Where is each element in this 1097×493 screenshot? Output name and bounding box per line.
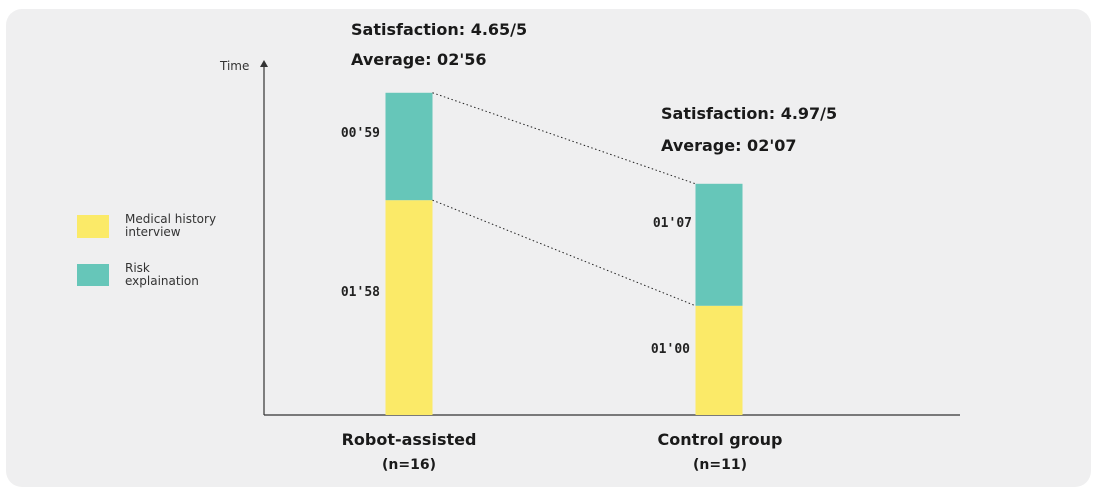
legend-swatch-medical-history <box>77 215 109 238</box>
category-label-robot: Robot-assisted <box>341 430 477 449</box>
data-label-control-risk: 01'07 <box>652 216 692 231</box>
data-label-robot-medical: 01'58 <box>340 285 380 300</box>
bar-risk-0 <box>385 92 433 201</box>
legend-swatch-risk <box>77 264 109 286</box>
category-n-robot: (n=16) <box>382 457 436 473</box>
connector-top <box>432 92 696 185</box>
legend-label-medical-history: Medical history interview <box>125 212 217 239</box>
y-axis-arrow-icon <box>260 60 268 67</box>
data-label-robot-risk: 00'59 <box>340 126 380 141</box>
y-axis-label: Time <box>220 59 250 73</box>
average-label-robot: Average: 02'56 <box>351 50 487 69</box>
satisfaction-label-control: Satisfaction: 4.97/5 <box>661 104 838 123</box>
category-label-control: Control group <box>657 430 783 449</box>
category-n-control: (n=11) <box>693 457 747 473</box>
chart-card <box>6 9 1091 487</box>
bar-medical-history-1 <box>695 305 743 415</box>
legend-label-risk: Risk explaination <box>125 261 199 288</box>
satisfaction-label-robot: Satisfaction: 4.65/5 <box>351 20 528 39</box>
connector-boundary <box>432 199 696 307</box>
bar-medical-history-0 <box>385 200 433 415</box>
average-label-control: Average: 02'07 <box>661 136 797 155</box>
data-label-control-medical: 01'00 <box>650 342 690 357</box>
bar-risk-1 <box>695 183 743 306</box>
